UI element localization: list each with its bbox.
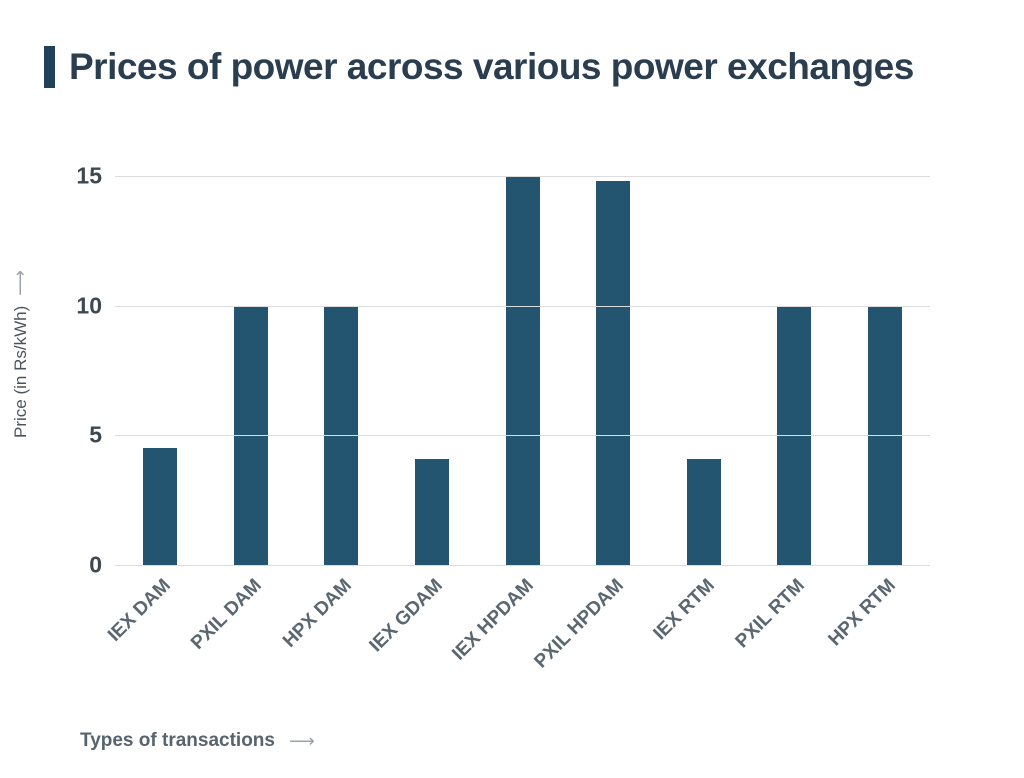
bar-column: HPX DAM bbox=[279, 176, 387, 652]
y-tick-label-0: 0 bbox=[89, 551, 102, 578]
gridline-5 bbox=[115, 435, 930, 437]
chart-header: Prices of power across various power exc… bbox=[44, 46, 914, 88]
y-axis-arrow-icon: ⟶ bbox=[10, 271, 30, 296]
x-axis-arrow-icon: ⟶ bbox=[288, 730, 315, 751]
y-axis-label: Price (in Rs/kWh) ⟶ bbox=[10, 272, 31, 438]
bar-column: PXIL DAM bbox=[187, 176, 297, 654]
bar bbox=[414, 458, 449, 565]
bar-column: IEX HPDAM bbox=[448, 176, 568, 665]
bar bbox=[686, 458, 721, 565]
bar bbox=[143, 448, 178, 565]
y-tick-label-10: 10 bbox=[76, 292, 102, 319]
gridline-15 bbox=[115, 176, 930, 177]
bar-column: IEX RTM bbox=[649, 176, 749, 644]
x-axis-text: Types of transactions bbox=[80, 730, 275, 751]
bar-column: IEX DAM bbox=[104, 176, 206, 646]
y-tick-label-15: 15 bbox=[76, 162, 102, 189]
bar-column: PXIL HPDAM bbox=[530, 176, 659, 672]
gridline-0 bbox=[115, 565, 930, 566]
y-tick-label-5: 5 bbox=[89, 421, 102, 448]
bar bbox=[596, 181, 631, 565]
y-axis-text: Price (in Rs/kWh) bbox=[10, 305, 30, 438]
x-axis-label: Types of transactions ⟶ bbox=[80, 730, 315, 752]
bar-column: HPX RTM bbox=[824, 176, 931, 650]
bars-container: IEX DAM PXIL DAM HPX DAM IEX GDAM IEX HPDAM P… bbox=[104, 176, 931, 672]
gridline-10 bbox=[115, 305, 930, 307]
chart-title: Prices of power across various power exc… bbox=[69, 46, 914, 87]
plot-area: IEX DAM PXIL DAM HPX DAM IEX GDAM IEX HPDAM P… bbox=[76, 163, 931, 672]
bar-column: IEX GDAM bbox=[366, 176, 478, 656]
title-accent-bar bbox=[44, 46, 55, 88]
bar-column: PXIL RTM bbox=[732, 176, 840, 652]
bar bbox=[505, 176, 540, 565]
